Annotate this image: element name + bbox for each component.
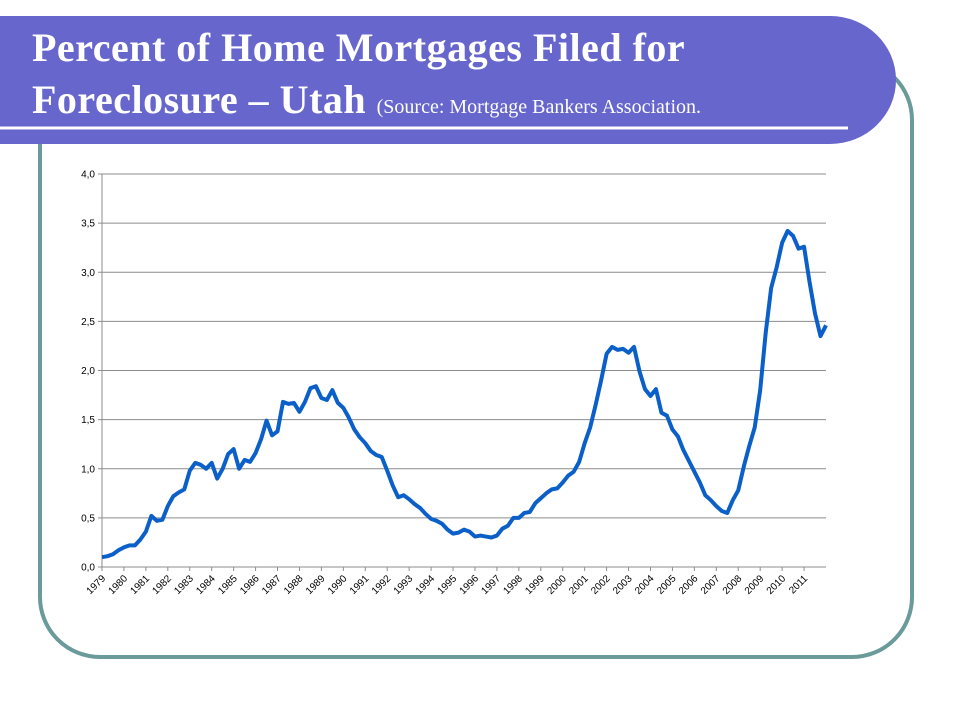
title-box: Percent of Home Mortgages Filed for Fore…: [32, 22, 832, 132]
y-tick-label: 2,5: [81, 317, 95, 328]
y-tick-label: 4,0: [81, 170, 95, 181]
y-tick-label: 3,0: [81, 268, 95, 279]
chart-subtitle: (Source: Mortgage Bankers Association.: [376, 96, 702, 118]
title-text: Percent of Home Mortgages Filed for Fore…: [32, 22, 832, 132]
data-line: [101, 228, 828, 560]
y-tick-label: 0,0: [81, 563, 95, 574]
y-tick-label: 1,5: [81, 415, 95, 426]
y-tick-label: 0,5: [81, 513, 95, 524]
chart-title: Percent of Home Mortgages Filed for Fore…: [32, 25, 685, 122]
title-banner: [0, 16, 896, 144]
y-tick-label: 3,5: [81, 219, 95, 230]
y-tick-label: 2,0: [81, 366, 95, 377]
y-tick-label: 1,0: [81, 464, 95, 475]
